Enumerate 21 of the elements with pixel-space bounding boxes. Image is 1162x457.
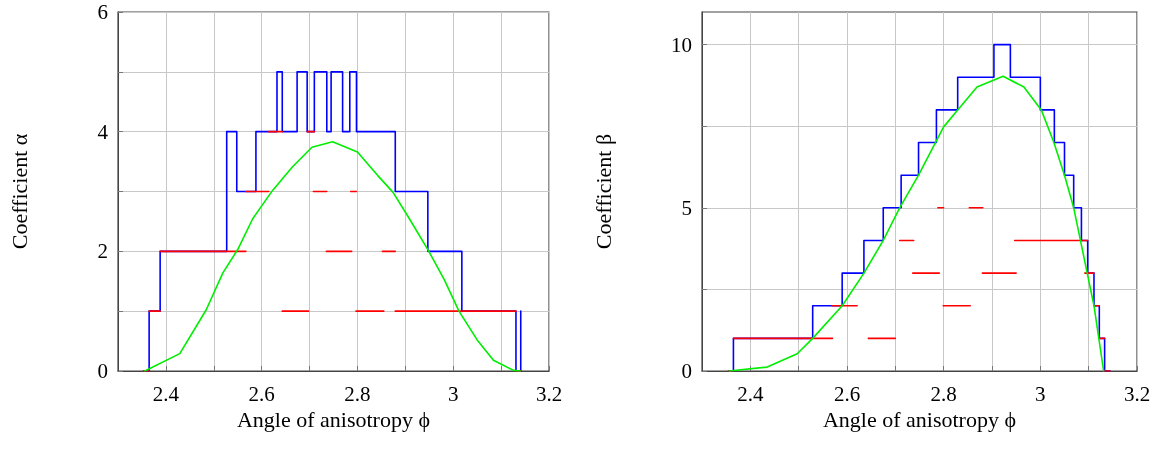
- y-tick-label: 6: [97, 0, 108, 24]
- x-tick-label: 2.8: [930, 381, 957, 406]
- y-tick-label: 4: [97, 119, 109, 144]
- y-tick-label: 2: [97, 239, 108, 264]
- x-tick-label: 3: [447, 381, 459, 406]
- x-tick-label: 2.4: [152, 381, 180, 406]
- x-tick-label: 3.2: [1123, 381, 1151, 406]
- x-tick-label: 2.6: [833, 381, 861, 406]
- y-tick-label: 10: [671, 32, 692, 57]
- x-tick-label: 3: [1035, 381, 1046, 406]
- y-axis-title: Coefficient β: [590, 133, 616, 250]
- y-tick-label: 5: [681, 195, 692, 220]
- y-tick-label: 0: [681, 359, 692, 383]
- x-tick-label: 2.8: [344, 381, 371, 406]
- x-tick-label: 3.2: [535, 381, 563, 406]
- x-axis-title: Angle of anisotropy ϕ: [822, 407, 1017, 433]
- y-tick-label: 0: [97, 359, 108, 383]
- x-axis-title: Angle of anisotropy ϕ: [236, 407, 431, 433]
- y-axis-title: Coefficient α: [6, 133, 32, 250]
- x-tick-label: 2.6: [248, 381, 275, 406]
- x-tick-label: 2.4: [737, 381, 764, 406]
